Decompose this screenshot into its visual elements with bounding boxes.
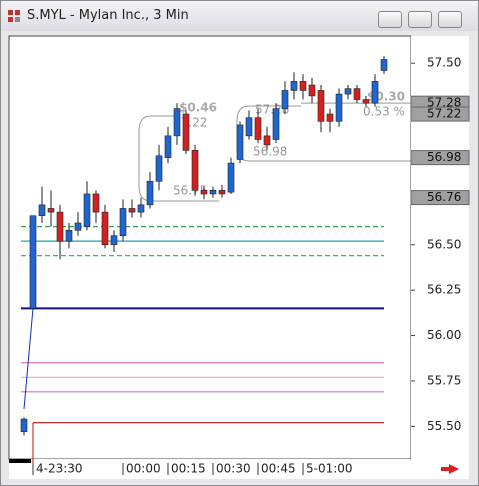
annotation: 56.75 [173,184,207,198]
candle-body [317,90,325,122]
candle-body [236,124,244,160]
scroll-arrow-tail[interactable] [441,467,449,471]
candle-body [245,117,253,137]
candle-body [200,190,208,195]
price-marker-label: 57.28 [427,96,461,110]
candle-body [110,235,118,246]
app-icon [8,10,20,22]
trend-line [23,308,34,410]
price-marker-box [410,190,470,206]
y-tick-label: 56.25 [427,283,461,297]
candle-body [362,99,370,104]
annotation: 57.28 [255,103,289,117]
candle-body [92,193,100,213]
title-bar: S.MYL - Mylan Inc., 3 Min [1,1,478,31]
candle-body [299,81,307,91]
candle-body [353,88,361,100]
candle-body [191,150,199,191]
candle-body [20,418,28,433]
candle-body [290,81,298,91]
window-title: S.MYL - Mylan Inc., 3 Min [27,8,189,23]
price-marker-label: 56.98 [427,150,461,164]
candle-body [83,193,91,227]
y-tick-label: 56.00 [427,328,461,342]
price-marker-box [410,106,470,122]
annotation: 0.53 % [363,105,405,119]
annotation: $0.46 [179,101,217,115]
x-axis-area [9,459,469,479]
candle-body [281,90,289,109]
candle-body [146,180,154,206]
x-tick-label: 00:30 [216,462,251,476]
candle-body [74,222,82,231]
candle-body [344,88,352,95]
x-tick-label: 00:45 [261,462,296,476]
candle-body [47,208,55,213]
candle-body [272,108,280,140]
x-tick-label: 00:15 [171,462,206,476]
close-button[interactable] [438,11,462,28]
y-tick-label: 57.50 [427,56,461,70]
candle-body [38,204,46,217]
candle-body [137,204,145,213]
maximize-button[interactable] [408,11,432,28]
candle-body [254,117,262,140]
axis-marker [9,459,31,463]
y-tick-label: 55.75 [427,373,461,387]
y-tick-label: 55.50 [427,419,461,433]
candle-body [335,93,343,122]
candle-body [227,162,235,193]
candle-body [155,155,163,182]
candle-body [371,81,379,104]
price-marker-label: 57.22 [427,107,461,121]
candle-body [65,229,73,242]
annotation: 57.22 [173,116,207,130]
chart: 55.50 55.75 56.00 56.25 56.50 57.50 4-23:30 00:… [8,35,470,479]
candle-body [56,211,64,242]
candle-body [173,108,181,137]
candle-body [101,211,109,246]
candle-body [182,113,190,151]
x-tick-label: 5-01:00 [306,462,353,476]
price-marker-label: 56.76 [427,190,461,204]
annotation: 56.98 [253,145,287,159]
minimize-button[interactable] [378,11,402,28]
scroll-arrow[interactable] [449,464,459,474]
candle-body [218,190,226,195]
price-marker-box [410,150,470,166]
candle-body [119,208,127,236]
plot-area [8,35,412,460]
candle-body [209,190,217,195]
candle-body [326,113,334,122]
x-tick-label: 00:00 [126,462,161,476]
candle-body [380,59,388,71]
x-tick-label: 4-23:30 [36,462,83,476]
candle-body [128,208,136,213]
candle-body [308,84,316,97]
candle-body [263,135,271,146]
candle-body [29,215,37,309]
y-tick-label: 56.50 [427,237,461,251]
candle-body [164,135,172,158]
measure-box [138,115,219,202]
